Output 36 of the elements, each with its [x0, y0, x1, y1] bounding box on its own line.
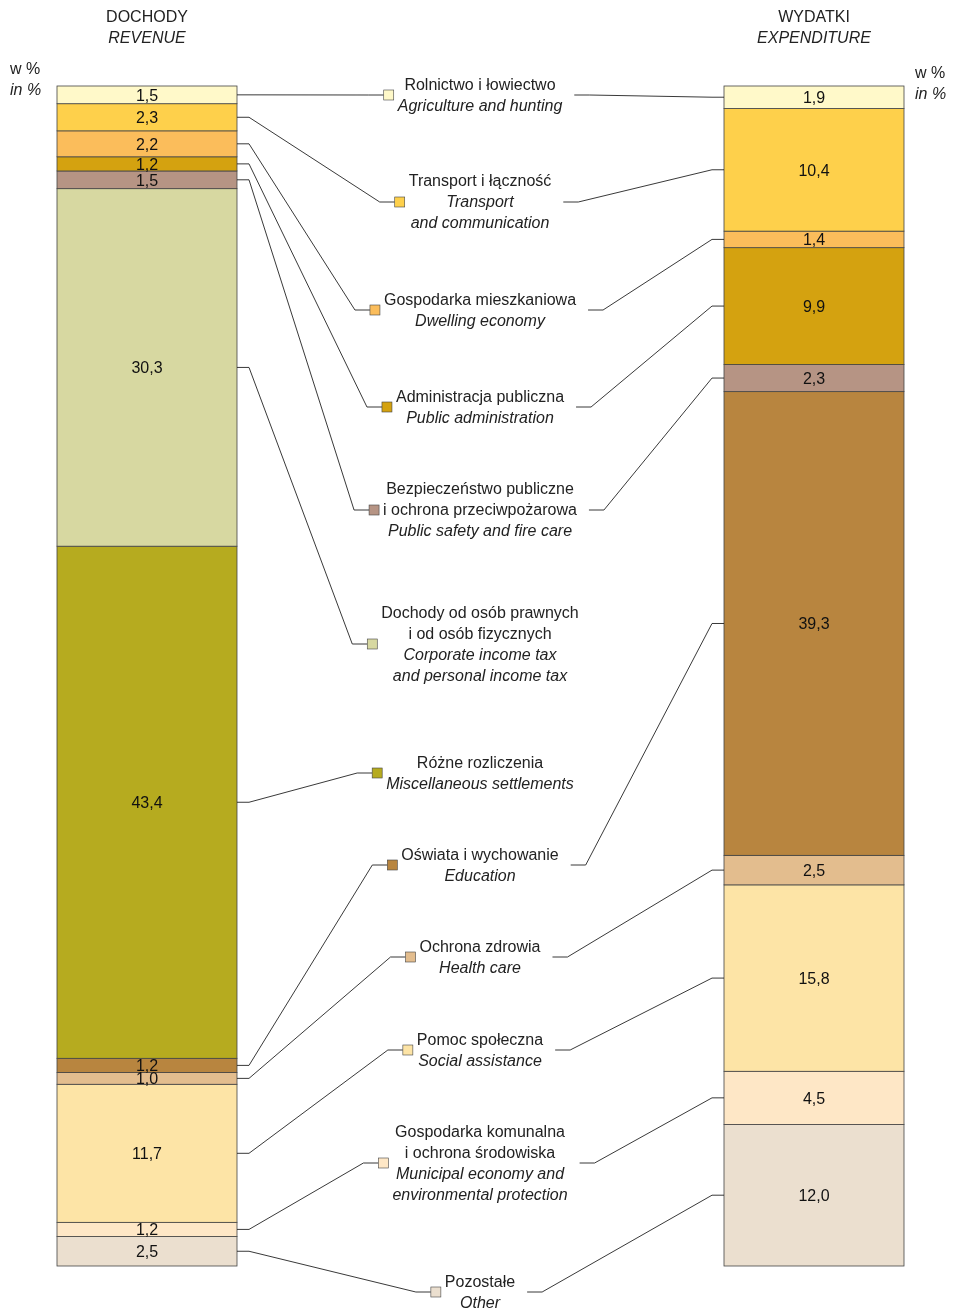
x-tick-label: WYDATKI EXPENDITURE	[757, 8, 872, 46]
legend-label: Gospodarka mieszkaniowa Dwelling economy	[383, 290, 577, 329]
data-label: 43,4	[131, 794, 163, 812]
data-label: 30,3	[131, 359, 163, 377]
data-label: 12,0	[798, 1187, 830, 1205]
data-label: 1,5	[135, 86, 159, 104]
x-tick-label: DOCHODY REVENUE	[106, 8, 189, 46]
legend-label: Pomoc społeczna Social assistance	[416, 1030, 544, 1069]
y2-axis-title: w % in %	[914, 64, 947, 102]
data-label: 2,5	[135, 1243, 159, 1261]
legend-label: Transport i łączność Transport and communication	[408, 172, 552, 231]
data-label: 1,2	[135, 1221, 159, 1239]
legend-label: Administracja publiczna Public administration	[395, 387, 565, 426]
data-label: 1,2	[135, 155, 159, 173]
data-label: 2,2	[135, 135, 159, 153]
legend-label: Gospodarka komunalna i ochrona środowiska Municipal economy and environmental protection	[392, 1122, 568, 1203]
data-label: 1,5	[135, 171, 159, 189]
data-label: 4,5	[802, 1089, 826, 1107]
legend-label: Dochody od osób prawnych i od osób fizycznych Corporate income tax and personal income tax	[381, 603, 579, 684]
legend-label: Oświata i wychowanie Education	[401, 845, 559, 884]
data-label: 39,3	[798, 615, 830, 633]
data-label: 2,5	[802, 862, 826, 880]
data-label: 9,9	[802, 298, 826, 316]
legend-label: Pozostałe Other	[444, 1272, 516, 1311]
legend-label: Bezpieczeństwo publiczne i ochrona przeciwpożarowa Public safety and fire care	[383, 480, 578, 539]
data-label: 11,7	[132, 1145, 163, 1163]
legend-label: Ochrona zdrowia Health care	[419, 937, 541, 976]
data-label: 10,4	[798, 161, 830, 179]
data-label: 15,8	[798, 970, 830, 988]
legend-label: Różne rozliczenia Miscellaneous settlements	[386, 753, 574, 792]
data-label: 1,4	[802, 231, 826, 249]
legend-label: Rolnictwo i łowiectwo Agriculture and hunting	[396, 75, 563, 114]
data-label: 2,3	[135, 109, 159, 127]
data-label: 1,9	[802, 89, 826, 107]
y-axis-title: w % in %	[9, 60, 42, 98]
data-label: 2,3	[802, 370, 826, 388]
